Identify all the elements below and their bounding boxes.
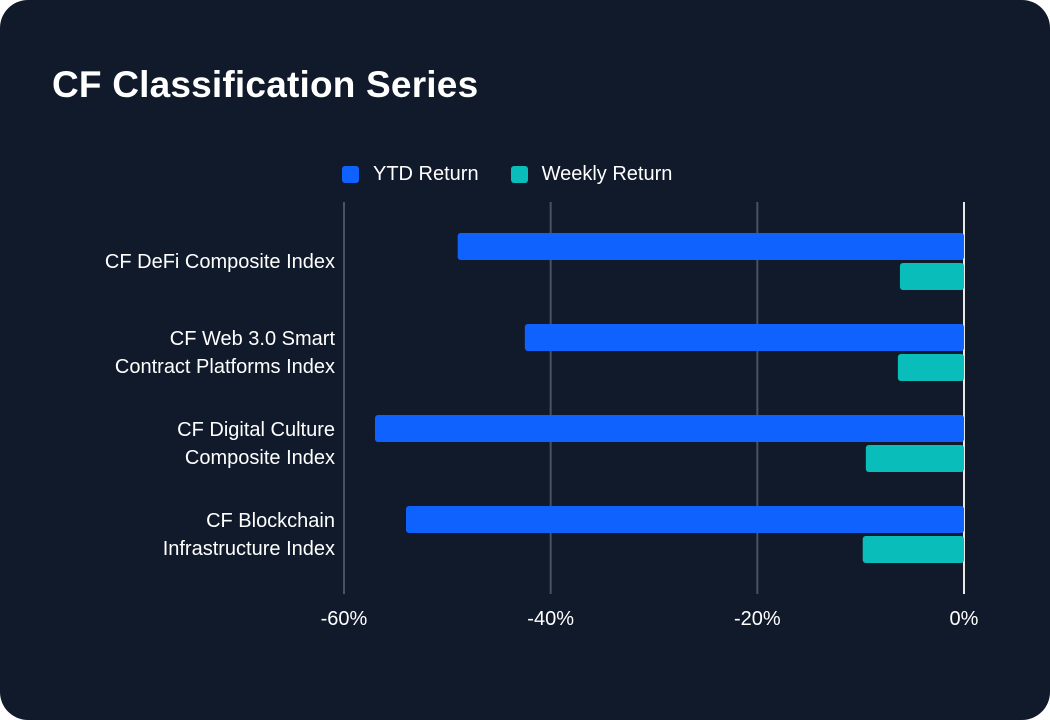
legend-item-weekly: Weekly Return [510, 162, 673, 186]
legend-label-ytd: YTD Return [373, 162, 479, 185]
bar-ytd-return [524, 324, 964, 351]
legend-item-ytd: YTD Return [342, 163, 479, 186]
x-tick-label: 0% [949, 608, 979, 630]
legend: YTD Return Weekly Return [342, 161, 704, 187]
chart-title: CF Classification Series [52, 64, 479, 105]
bar-weekly-return [897, 354, 964, 381]
bar-weekly-return [899, 263, 964, 290]
category-label-line: Infrastructure Index [162, 537, 335, 560]
legend-swatch-ytd [342, 165, 359, 183]
x-tick-label: -60% [320, 608, 368, 630]
bar-ytd-return [406, 506, 964, 533]
category-label: CF DeFi Composite Index [15, 248, 335, 276]
bar-ytd-return [457, 233, 964, 260]
category-label: CF Blockchain Infrastructure Index [15, 507, 335, 563]
category-label: CF Web 3.0 Smart Contract Platforms Index [15, 325, 335, 381]
category-label-line: CF Blockchain [206, 509, 335, 532]
legend-swatch-weekly [510, 165, 528, 183]
bar-weekly-return [862, 536, 964, 563]
category-label-line: Composite Index [184, 446, 335, 469]
bar-weekly-return [865, 445, 964, 472]
category-label: CF Digital Culture Composite Index [15, 416, 335, 472]
category-label-line: CF DeFi Composite Index [104, 250, 335, 273]
category-label-line: CF Digital Culture [177, 418, 335, 441]
bar-ytd-return [375, 415, 964, 442]
legend-label-weekly: Weekly Return [541, 162, 673, 185]
category-label-line: Contract Platforms Index [114, 355, 335, 378]
x-tick-label: -40% [527, 608, 574, 630]
x-tick-label: -20% [733, 608, 781, 630]
category-label-line: CF Web 3.0 Smart [169, 327, 335, 350]
